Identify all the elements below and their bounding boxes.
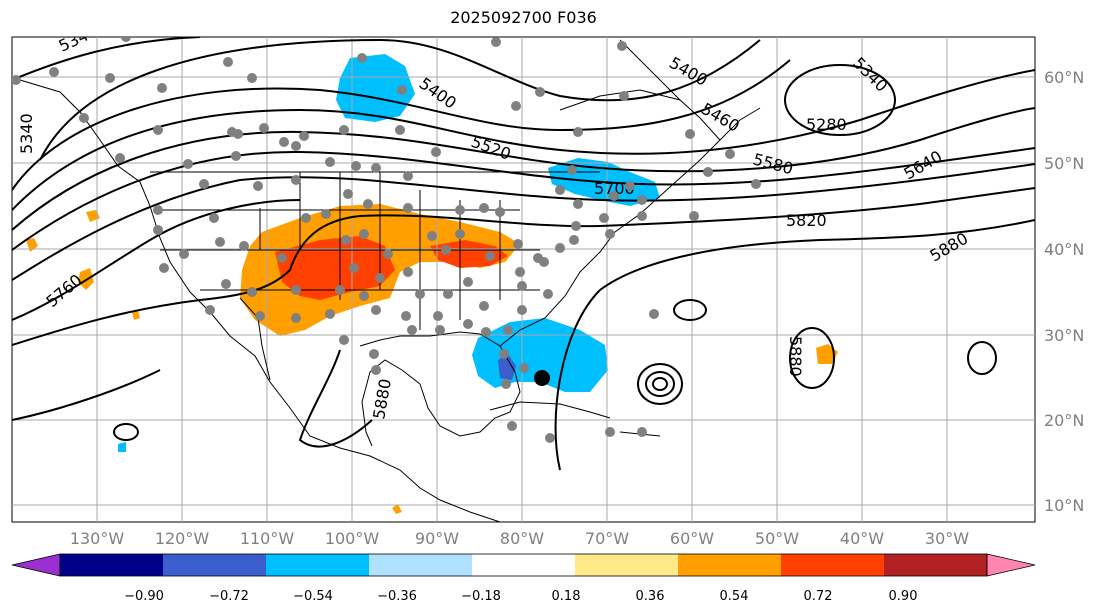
lat-label: 20°N: [1044, 411, 1084, 430]
lon-label: 40°W: [840, 529, 884, 548]
lon-label: 70°W: [585, 529, 629, 548]
colorbar-cell: [163, 554, 267, 576]
colorbar-cell: [575, 554, 679, 576]
colorbar-tick: 0.54: [720, 589, 749, 604]
contour-label: 5340: [17, 113, 36, 154]
colorbar-tick: −0.54: [293, 589, 333, 604]
colorbar-tick: −0.72: [209, 589, 249, 604]
contour-label: 5700: [594, 179, 635, 198]
coastlines: [19, 39, 761, 522]
colorbar-tick: 0.72: [804, 589, 833, 604]
height-contours: [12, 37, 1035, 471]
colorbar-right-arrow: [986, 553, 1036, 577]
lon-label: 90°W: [415, 529, 459, 548]
lon-label: 30°W: [925, 529, 969, 548]
colorbar-cell: [472, 554, 576, 576]
contour-label: 5280: [806, 115, 847, 134]
station-markers: [12, 37, 761, 443]
colorbar-cell: [266, 554, 370, 576]
lon-label: 130°W: [70, 529, 125, 548]
contour-label: 5820: [786, 211, 827, 230]
contour-label: 5880: [786, 336, 805, 377]
lon-label: 50°W: [755, 529, 799, 548]
colorbar-tick: −0.18: [461, 589, 501, 604]
colorbar-cell: [884, 554, 988, 576]
colorbar-tick: −0.36: [377, 589, 417, 604]
lat-label: 10°N: [1044, 496, 1084, 515]
lon-label: 100°W: [325, 529, 380, 548]
colorbar-ticks: −0.90 −0.72 −0.54 −0.36 −0.18 0.18 0.36 …: [124, 589, 917, 604]
colorbar-tick: 0.36: [636, 589, 665, 604]
lon-label: 120°W: [155, 529, 210, 548]
storm-center-marker: [534, 370, 550, 386]
colorbar: −0.90 −0.72 −0.54 −0.36 −0.18 0.18 0.36 …: [11, 553, 1036, 604]
lat-label: 60°N: [1044, 68, 1084, 87]
map-title: 2025092700 F036: [450, 8, 597, 27]
colorbar-cell: [60, 554, 164, 576]
colorbar-left-arrow: [11, 553, 61, 577]
lat-label: 40°N: [1044, 240, 1084, 259]
colorbar-tick: −0.90: [124, 589, 164, 604]
longitude-labels: 130°W 120°W 110°W 100°W 90°W 80°W 70°W 6…: [70, 529, 969, 548]
colorbar-tick: 0.18: [552, 589, 581, 604]
colorbar-tick: 0.90: [889, 589, 918, 604]
lon-label: 60°W: [670, 529, 714, 548]
latitude-labels: 60°N 50°N 40°N 30°N 20°N 10°N: [1044, 68, 1084, 515]
lat-label: 30°N: [1044, 326, 1084, 345]
map-frame: [11, 36, 1036, 523]
colorbar-cell: [678, 554, 782, 576]
lon-label: 80°W: [500, 529, 544, 548]
graticule: [12, 37, 1035, 522]
colorbar-cell: [781, 554, 885, 576]
lat-label: 50°N: [1044, 154, 1084, 173]
colorbar-cell: [369, 554, 473, 576]
lon-label: 110°W: [240, 529, 295, 548]
